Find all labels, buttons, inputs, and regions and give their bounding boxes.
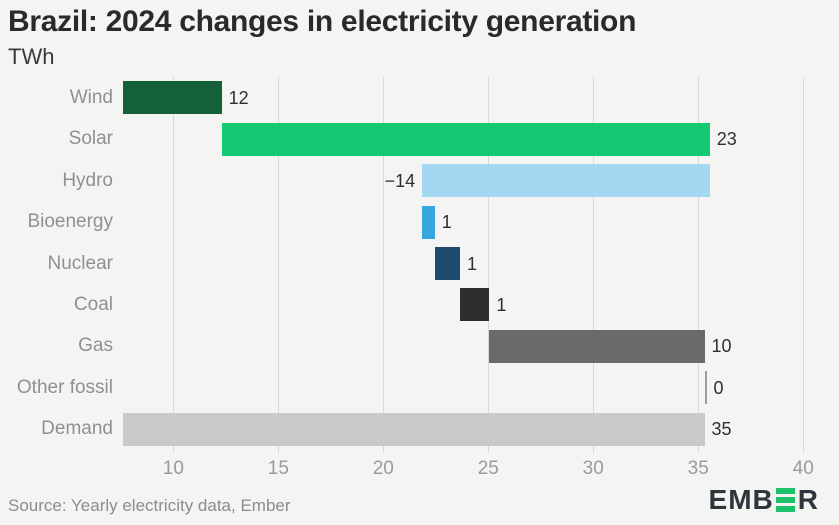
logo-e-bar (775, 488, 795, 494)
category-label-demand: Demand (41, 418, 113, 440)
value-label-other-fossil: 0 (713, 377, 724, 398)
logo-green-e-icon (775, 488, 795, 513)
x-tick-label: 10 (162, 458, 184, 479)
gridline-10 (173, 77, 175, 453)
gridline-25 (488, 77, 490, 453)
category-label-gas: Gas (78, 335, 113, 357)
value-label-solar: 23 (716, 129, 737, 150)
bar-demand (123, 412, 705, 446)
bar-hydro (422, 164, 710, 198)
x-tick-label: 15 (267, 458, 289, 479)
value-label-nuclear: 1 (466, 253, 477, 274)
value-label-bioenergy: 1 (441, 212, 452, 233)
logo-e-bar (775, 497, 795, 503)
value-label-coal: 1 (496, 294, 507, 315)
category-label-hydro: Hydro (62, 169, 113, 191)
bar-other-fossil (704, 371, 707, 405)
source-note: Source: Yearly electricity data, Ember (8, 496, 291, 515)
value-label-hydro: −14 (384, 170, 416, 191)
bar-solar (221, 122, 710, 156)
logo-text-r: R (797, 484, 819, 515)
category-label-coal: Coal (73, 293, 113, 315)
gridline-15 (278, 77, 280, 453)
ember-logo: EMB R (709, 486, 819, 514)
bar-bioenergy (422, 205, 435, 239)
x-tick-label: 30 (582, 458, 604, 479)
gridline-20 (383, 77, 385, 453)
category-label-other-fossil: Other fossil (16, 376, 113, 398)
x-tick-label: 20 (372, 458, 394, 479)
x-tick-label: 40 (792, 458, 814, 479)
chart-title: Brazil: 2024 changes in electricity gene… (8, 5, 637, 38)
value-label-wind: 12 (228, 87, 249, 108)
bar-nuclear (434, 247, 460, 280)
bar-coal (459, 288, 490, 322)
category-label-wind: Wind (69, 86, 113, 108)
unit-label: TWh (8, 44, 55, 69)
x-tick-label: 25 (477, 458, 499, 479)
category-label-nuclear: Nuclear (47, 252, 113, 274)
value-label-gas: 10 (711, 336, 732, 357)
gridline-40 (803, 77, 805, 453)
bar-wind (123, 81, 222, 115)
category-label-bioenergy: Bioenergy (27, 211, 113, 233)
logo-e-bar (775, 506, 795, 512)
category-label-solar: Solar (68, 128, 113, 150)
bar-gas (489, 329, 705, 363)
x-tick-label: 35 (687, 458, 709, 479)
logo-text-emb: EMB (708, 484, 774, 515)
value-label-demand: 35 (711, 419, 732, 440)
gridline-35 (698, 77, 700, 453)
gridline-30 (593, 77, 595, 453)
